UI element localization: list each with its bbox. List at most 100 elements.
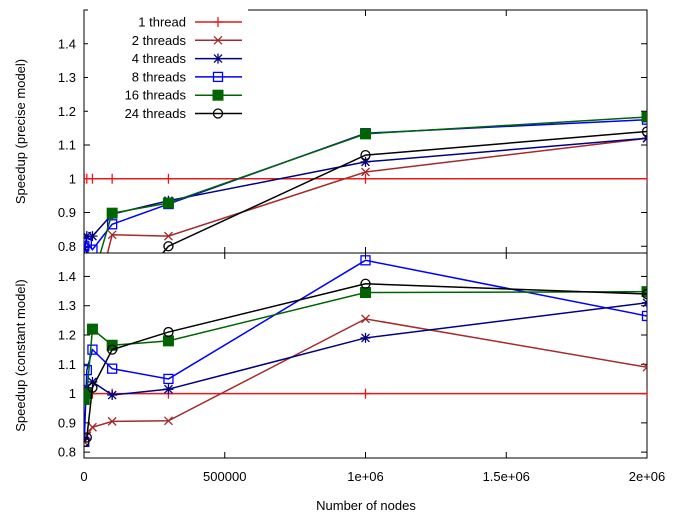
data-point [163, 326, 174, 338]
constant-model-panel: 0.8 0.9 1 1.1 1.2 1.3 1.4 Speedup (constant mod… [13, 252, 648, 460]
y-tick-label: 1.3 [58, 70, 76, 85]
x-tick-label: 0 [80, 469, 87, 484]
data-point [360, 332, 371, 343]
data-point [642, 388, 647, 399]
legend-item: 16 threads [125, 88, 242, 103]
data-point [163, 373, 174, 385]
data-point [360, 255, 371, 266]
data-point [360, 388, 371, 399]
legend-item: 8 threads [132, 69, 242, 84]
data-point [87, 422, 97, 432]
data-point [162, 197, 174, 209]
data-point [84, 388, 93, 400]
data-point [86, 323, 98, 335]
data-point [361, 314, 370, 324]
legend-marker [212, 71, 224, 83]
data-point [162, 335, 174, 347]
data-point [84, 241, 90, 252]
data-point [87, 344, 98, 355]
data-point [107, 416, 117, 426]
data-point [163, 241, 174, 252]
data-point [163, 231, 173, 241]
data-point [107, 173, 118, 184]
precise-model-panel: 0.8 0.9 1 1.1 1.2 1.3 1.4 Speedup (precise mode… [13, 9, 648, 318]
data-point [88, 309, 97, 318]
data-point [107, 230, 117, 240]
legend-marker [212, 108, 224, 119]
data-point [641, 288, 647, 300]
y-tick-label: 0.9 [58, 415, 76, 430]
x-tick-label: 1e+06 [347, 469, 384, 484]
legend-item: 2 threads [132, 33, 242, 48]
y-tick-label: 0.8 [58, 445, 76, 460]
data-point [84, 432, 92, 443]
series-line-24-threads [161, 130, 647, 253]
data-point [641, 126, 647, 137]
series-line-4-threads [84, 302, 647, 396]
y-axis-title: Speedup (constant model) [13, 279, 28, 431]
legend-label: 1 thread [138, 15, 186, 30]
legend-label: 16 threads [125, 88, 187, 103]
x-axis: 0 500000 1e+06 1.5e+06 2e+06 [80, 469, 665, 484]
y-tick-label: 1.2 [58, 328, 76, 343]
y-tick-label: 1.1 [58, 357, 76, 372]
legend-label: 8 threads [132, 69, 187, 84]
y-tick-label: 1.2 [58, 104, 76, 119]
data-point [87, 231, 98, 242]
data-point [642, 362, 647, 372]
y-tick-label: 0.8 [58, 239, 76, 254]
data-point [642, 297, 647, 308]
series-line-8-threads [84, 259, 647, 442]
legend-item: 24 threads [125, 106, 242, 121]
data-point [84, 244, 90, 253]
data-point [642, 173, 647, 184]
data-point [108, 309, 117, 318]
data-point [87, 244, 98, 253]
data-point [87, 173, 98, 184]
y-tick-label: 0.9 [58, 205, 76, 220]
data-point [107, 390, 118, 401]
data-point [87, 376, 98, 387]
x-tick-label: 1.5e+06 [483, 469, 530, 484]
data-point [361, 167, 370, 177]
data-point [360, 278, 371, 289]
data-point [360, 156, 371, 167]
y-tick-label: 1.4 [58, 36, 76, 51]
data-point [88, 310, 96, 318]
data-point [360, 149, 371, 161]
data-point [107, 363, 118, 374]
y-tick-label: 1.1 [58, 138, 76, 153]
legend: 1 thread 2 threads 4 threads 8 threads 16 th… [88, 9, 248, 123]
y-tick-label: 1 [69, 386, 76, 401]
y-tick-label: 1 [69, 171, 76, 186]
legend-label: 24 threads [125, 106, 187, 121]
data-point [360, 128, 371, 140]
legend-item: 4 threads [132, 51, 242, 66]
legend-marker [213, 53, 223, 64]
data-point [641, 111, 647, 123]
x-axis-title: Number of nodes [316, 498, 416, 513]
data-point [641, 286, 647, 298]
legend-item: 1 thread [138, 15, 242, 30]
data-point [360, 173, 371, 184]
data-point [106, 207, 118, 219]
data-point [107, 219, 118, 230]
data-point [87, 382, 98, 393]
data-point [360, 287, 371, 299]
data-point [163, 384, 174, 395]
y-tick-label: 1.4 [58, 269, 76, 284]
series-line-24-threads [84, 282, 647, 443]
legend-label: 4 threads [132, 51, 187, 66]
y-tick-label: 1.3 [58, 298, 76, 313]
data-point [84, 231, 92, 242]
data-point [84, 237, 92, 249]
data-point [641, 310, 647, 322]
legend-marker [212, 89, 224, 101]
data-point [163, 416, 173, 426]
legend-label: 2 threads [132, 33, 187, 48]
data-point [163, 173, 174, 184]
legend-marker [213, 35, 223, 45]
y-axis-title: Speedup (precise model) [13, 59, 28, 204]
x-tick-label: 500000 [203, 469, 246, 484]
